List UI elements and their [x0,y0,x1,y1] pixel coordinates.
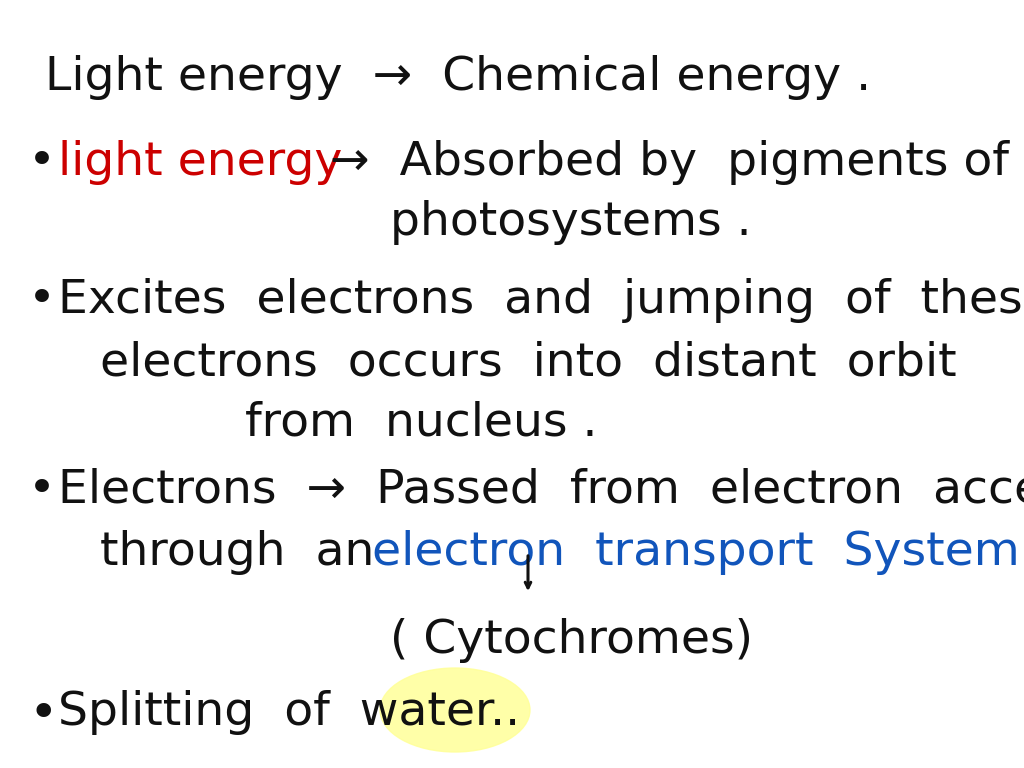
Text: Excites  electrons  and  jumping  of  these: Excites electrons and jumping of these [58,278,1024,323]
Text: •: • [28,468,56,513]
Text: •: • [28,140,56,185]
Text: electrons  occurs  into  distant  orbit: electrons occurs into distant orbit [100,340,956,385]
Text: Electrons  →  Passed  from  electron  acceptors: Electrons → Passed from electron accepto… [58,468,1024,513]
Text: light energy: light energy [58,140,342,185]
Text: electron  transport  System: electron transport System [372,530,1020,575]
Text: →  Absorbed by  pigments of: → Absorbed by pigments of [330,140,1009,185]
Text: Splitting  of  water..: Splitting of water.. [58,690,520,735]
Text: Light energy  →  Chemical energy .: Light energy → Chemical energy . [45,55,871,100]
Text: •: • [28,278,56,323]
Text: ( Cytochromes): ( Cytochromes) [390,618,753,663]
Ellipse shape [380,668,530,752]
Text: photosystems .: photosystems . [390,200,752,245]
Text: through  an: through an [100,530,375,575]
Text: •: • [28,690,57,738]
Text: from  nucleus .: from nucleus . [245,400,597,445]
